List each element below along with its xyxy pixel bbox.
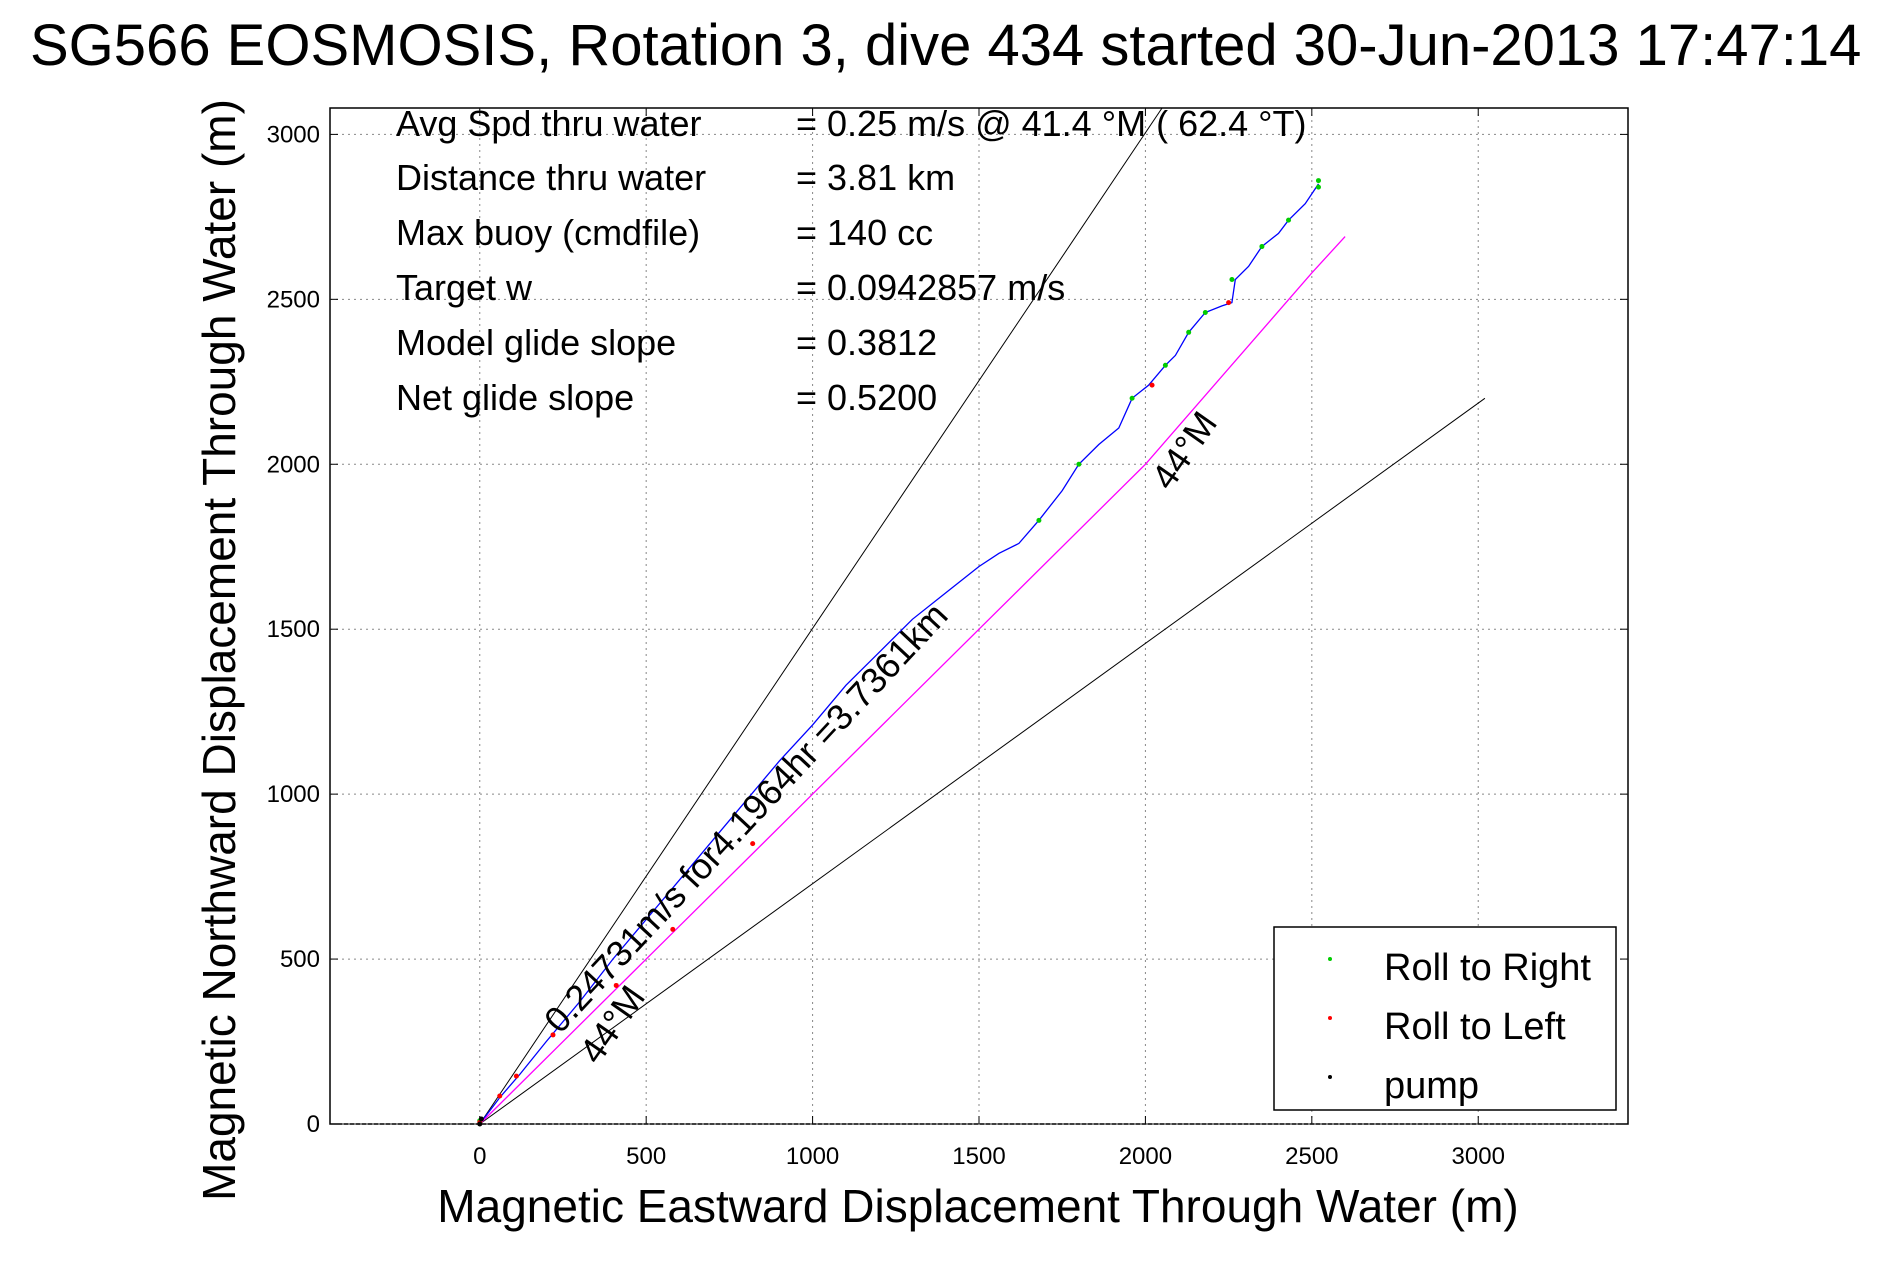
roll-left-point: [1226, 300, 1232, 306]
y-tick-label: 1500: [267, 616, 320, 643]
roll-left-point: [1149, 382, 1155, 388]
roll-right-point: [1202, 310, 1208, 316]
roll-left-point: [670, 926, 676, 932]
y-tick-label: 0: [307, 1111, 320, 1138]
y-tick-label: 2000: [267, 451, 320, 478]
legend-label-roll-left: Roll to Left: [1384, 1006, 1566, 1048]
x-tick-label: 1000: [786, 1143, 839, 1170]
x-axis-label: Magnetic Eastward Displacement Through W…: [437, 1180, 1518, 1232]
heading-line-upper: [479, 107, 1163, 1125]
x-tick-label: 0: [473, 1143, 486, 1170]
stat-label-target-w: Target w: [396, 267, 533, 308]
roll-left-point: [550, 1032, 556, 1038]
legend: Roll to Right Roll to Left pump: [1273, 926, 1617, 1111]
roll-right-point: [1036, 517, 1042, 523]
x-tick-label: 3000: [1452, 1143, 1505, 1170]
x-axis-ticks: 0 500 1000 1500 2000 2500 3000: [473, 108, 1505, 1170]
x-tick-label: 500: [626, 1143, 666, 1170]
roll-right-point: [1259, 244, 1265, 250]
stats-block: Avg Spd thru water = 0.25 m/s @ 41.4 °M …: [396, 103, 1307, 418]
roll-left-point: [513, 1073, 519, 1079]
stat-label-distance: Distance thru water: [396, 157, 706, 198]
x-tick-label: 1500: [952, 1143, 1005, 1170]
roll-left-point: [497, 1093, 503, 1099]
model-track-line: [479, 236, 1346, 1125]
chart-title: SG566 EOSMOSIS, Rotation 3, dive 434 sta…: [30, 13, 1861, 78]
y-tick-label: 1000: [267, 781, 320, 808]
roll-points: [477, 178, 1321, 1127]
roll-right-point: [1315, 178, 1321, 184]
roll-right-point: [1286, 217, 1292, 223]
stat-label-model-glide: Model glide slope: [396, 322, 676, 363]
pump-point: [477, 1121, 483, 1127]
stat-label-avg-speed: Avg Spd thru water: [396, 103, 702, 144]
legend-marker-roll-right: [1328, 957, 1332, 961]
y-tick-label: 3000: [267, 121, 320, 148]
roll-right-point: [1076, 461, 1082, 467]
stat-value-net-glide: = 0.5200: [796, 377, 937, 418]
stat-label-max-buoy: Max buoy (cmdfile): [396, 212, 700, 253]
x-tick-label: 2500: [1285, 1143, 1338, 1170]
heading-line-lower: [479, 397, 1486, 1125]
y-axis-ticks: 0 500 1000 1500 2000 2500 3000: [267, 121, 1628, 1138]
plot-area: 0 500 1000 1500 2000 2500 3000 0 500 1000 1500 200…: [267, 107, 1629, 1170]
roll-left-point: [750, 841, 756, 847]
roll-right-point: [1229, 277, 1235, 283]
roll-right-point: [1129, 395, 1135, 401]
stat-value-model-glide: = 0.3812: [796, 322, 937, 363]
roll-left-point: [613, 982, 619, 988]
legend-marker-roll-left: [1328, 1016, 1332, 1020]
stat-value-avg-speed: = 0.25 m/s @ 41.4 °M ( 62.4 °T): [796, 103, 1307, 144]
stat-value-target-w: = 0.0942857 m/s: [796, 267, 1065, 308]
stat-value-distance: = 3.81 km: [796, 157, 955, 198]
legend-label-pump: pump: [1384, 1065, 1479, 1107]
legend-label-roll-right: Roll to Right: [1384, 947, 1591, 989]
y-tick-label: 500: [280, 946, 320, 973]
stat-label-net-glide: Net glide slope: [396, 377, 634, 418]
stat-value-max-buoy: = 140 cc: [796, 212, 933, 253]
y-tick-label: 2500: [267, 286, 320, 313]
pump-point: [478, 1116, 484, 1122]
x-tick-label: 2000: [1119, 1143, 1172, 1170]
heading-lines: [479, 107, 1486, 1125]
legend-marker-pump: [1328, 1075, 1332, 1079]
roll-right-point: [1162, 362, 1168, 368]
roll-right-point: [1186, 329, 1192, 335]
y-axis-label: Magnetic Northward Displacement Through …: [193, 99, 245, 1201]
roll-right-point: [1315, 184, 1321, 190]
